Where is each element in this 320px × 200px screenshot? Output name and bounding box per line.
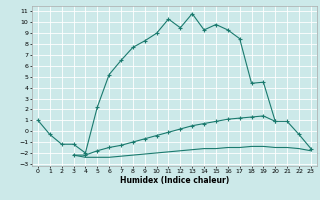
X-axis label: Humidex (Indice chaleur): Humidex (Indice chaleur)	[120, 176, 229, 185]
